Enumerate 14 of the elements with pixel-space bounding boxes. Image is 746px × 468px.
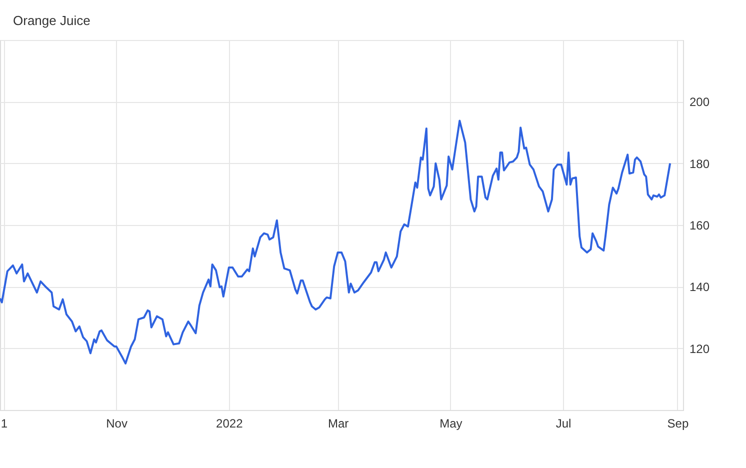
x-tick-label: 2022 bbox=[216, 416, 244, 430]
x-tick-label: Mar bbox=[328, 416, 349, 430]
x-tick-label: Jul bbox=[556, 416, 572, 430]
y-tick-label: 200 bbox=[690, 95, 710, 110]
x-tick-label: 1 bbox=[0, 416, 8, 430]
y-tick-label: 140 bbox=[690, 280, 710, 294]
line-series bbox=[0, 120, 672, 364]
x-tick-label: Nov bbox=[106, 416, 128, 430]
y-tick-label: 180 bbox=[690, 156, 710, 171]
chart-title: Orange Juice bbox=[13, 13, 90, 28]
y-tick-label: 120 bbox=[690, 342, 710, 356]
x-tick-label: May bbox=[440, 416, 462, 430]
y-tick-label: 160 bbox=[690, 218, 710, 232]
x-tick-label: Sep bbox=[667, 416, 689, 430]
